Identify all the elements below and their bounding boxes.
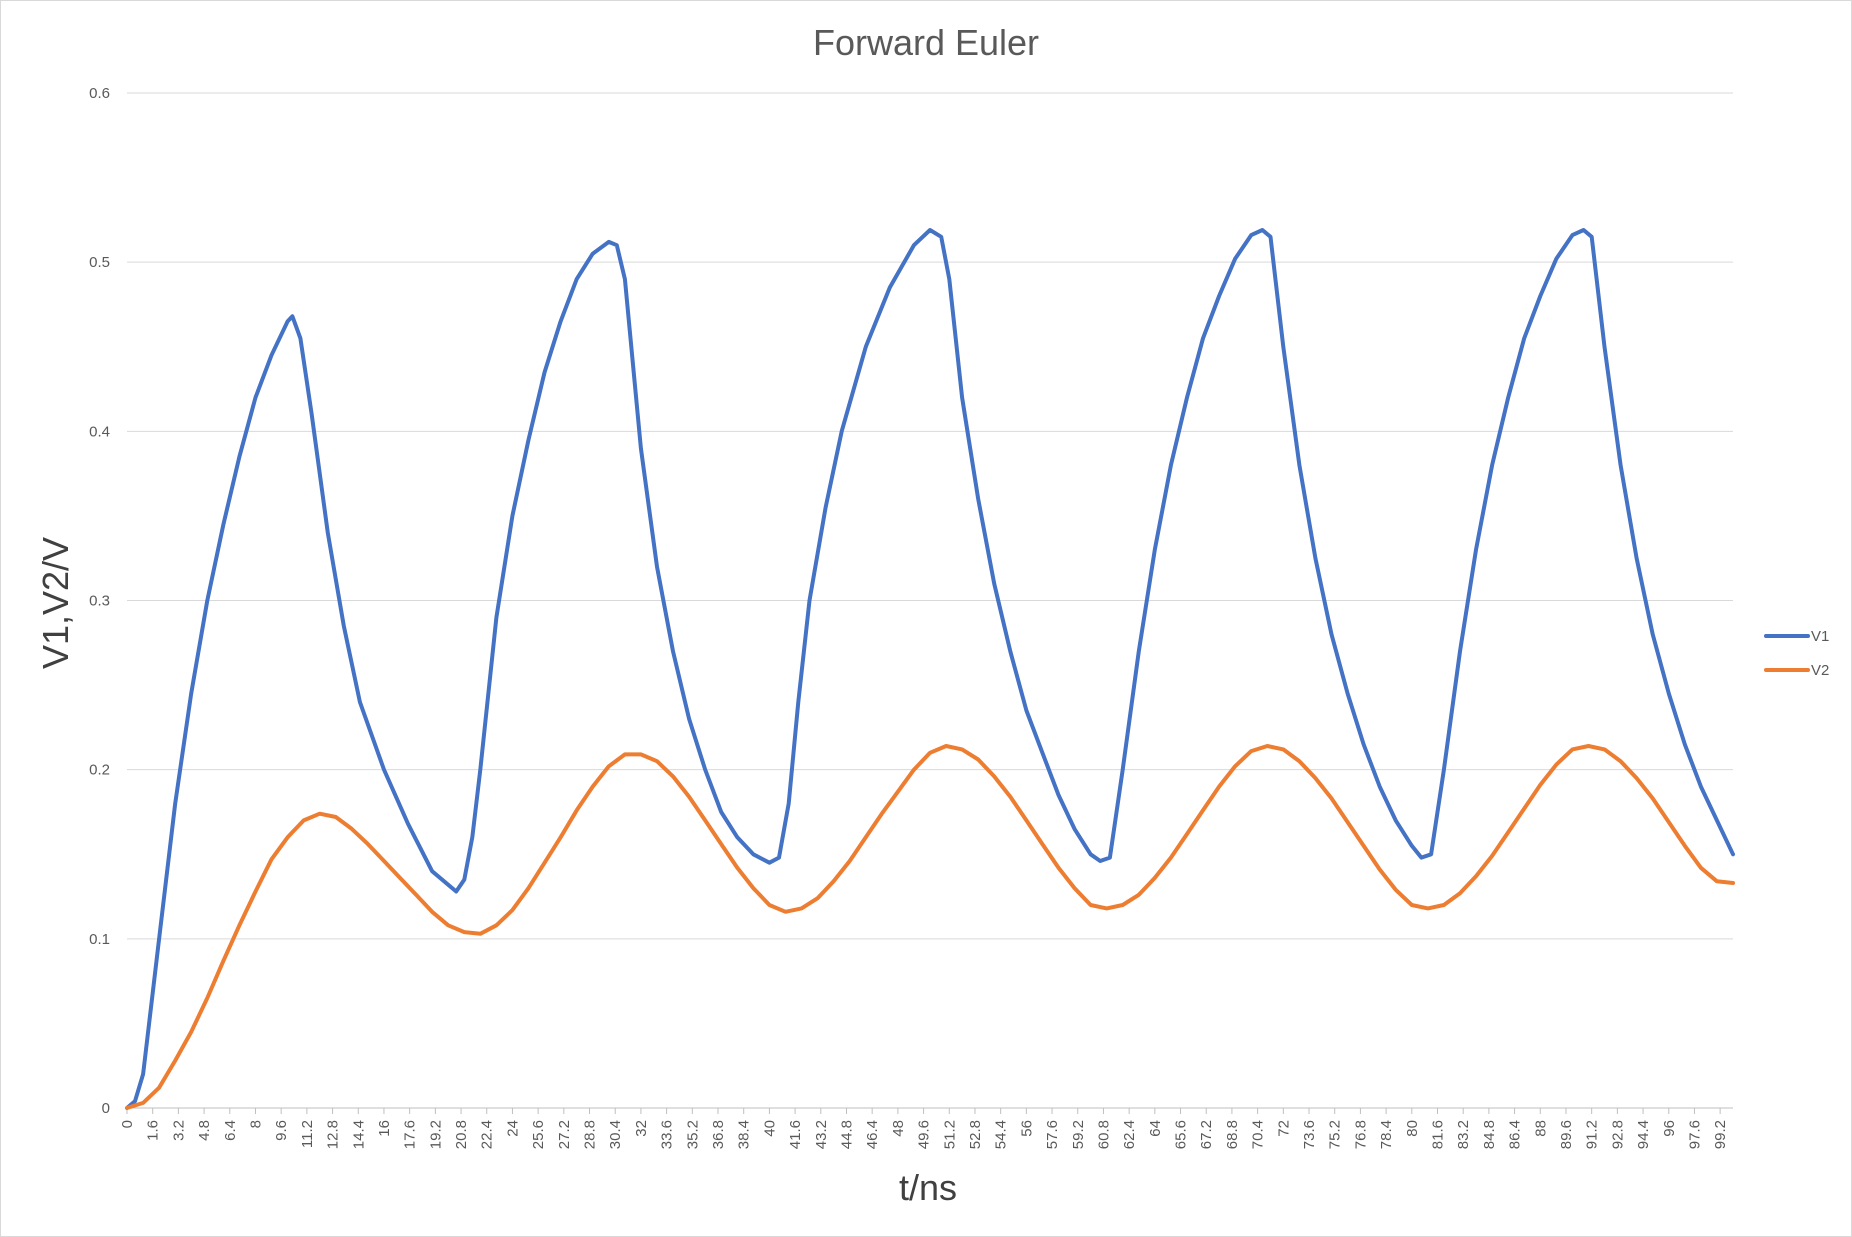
- x-tick-label: 38.4: [736, 1120, 753, 1149]
- x-tick-label: 35.2: [684, 1120, 701, 1149]
- x-tick-label: 92.8: [1609, 1120, 1626, 1149]
- chart-title: Forward Euler: [813, 22, 1039, 63]
- x-tick-label: 20.8: [453, 1120, 470, 1149]
- x-tick-label: 12.8: [325, 1120, 342, 1149]
- x-tick-label: 94.4: [1635, 1120, 1652, 1149]
- y-tick-label: 0.6: [89, 85, 110, 102]
- x-tick-label: 30.4: [607, 1120, 624, 1149]
- x-tick-label: 99.2: [1712, 1120, 1729, 1149]
- gridlines: [127, 92, 1733, 1109]
- y-tick-label: 0.5: [89, 254, 110, 271]
- x-tick-label: 11.2: [299, 1120, 316, 1148]
- x-tick-label: 75.2: [1327, 1120, 1344, 1149]
- x-tick-label: 24: [504, 1120, 521, 1137]
- x-tick-label: 8: [247, 1120, 264, 1128]
- legend-label-v2: V2: [1811, 662, 1829, 679]
- x-tick-label: 88: [1532, 1120, 1549, 1137]
- x-tick-label: 73.6: [1301, 1120, 1318, 1149]
- x-tick-label: 62.4: [1121, 1120, 1138, 1149]
- y-tick-label: 0.4: [89, 423, 110, 440]
- x-tick-label: 28.8: [582, 1120, 599, 1149]
- y-tick-labels: 0 0.1 0.2 0.3 0.4 0.5 0.6: [89, 85, 110, 1117]
- series-lines: [125, 228, 1735, 1110]
- x-tick-label: 72: [1275, 1120, 1292, 1137]
- x-tick-label: 81.6: [1429, 1120, 1446, 1149]
- x-tick-label: 91.2: [1584, 1120, 1601, 1149]
- x-tick-label: 49.6: [916, 1120, 933, 1149]
- x-tick-label: 64: [1147, 1120, 1164, 1137]
- x-tick-label: 96: [1661, 1120, 1678, 1137]
- series-line-v2: [125, 744, 1735, 1110]
- x-tick-label: 48: [890, 1120, 907, 1137]
- x-tick-label: 86.4: [1507, 1120, 1524, 1149]
- x-tick-label: 83.2: [1455, 1120, 1472, 1149]
- x-tick-label: 46.4: [864, 1120, 881, 1149]
- x-tick-label: 17.6: [402, 1120, 419, 1149]
- x-tick-label: 44.8: [838, 1120, 855, 1149]
- x-tick-label: 43.2: [813, 1120, 830, 1149]
- x-tick-label: 14.4: [350, 1120, 367, 1149]
- x-tick-label: 6.4: [222, 1120, 239, 1141]
- x-tick-label: 60.8: [1095, 1120, 1112, 1149]
- legend-label-v1: V1: [1811, 628, 1829, 645]
- x-tick-label: 70.4: [1250, 1120, 1267, 1149]
- x-tick-label: 59.2: [1070, 1120, 1087, 1149]
- x-tick-label: 1.6: [145, 1120, 162, 1141]
- x-tick-label: 22.4: [479, 1120, 496, 1149]
- x-tick-label: 78.4: [1378, 1120, 1395, 1149]
- x-tick-label: 52.8: [967, 1120, 984, 1149]
- legend[interactable]: V1 V2: [1764, 628, 1829, 679]
- x-tick-label: 32: [633, 1120, 650, 1137]
- x-tick-label: 9.6: [273, 1120, 290, 1141]
- x-tick-label: 80: [1404, 1120, 1421, 1137]
- x-tick-labels: 0 1.6 3.2 4.8 6.4 8 9.6 11.2 12.8 14.4 16 17.6 19.2 2…: [119, 1108, 1729, 1149]
- x-tick-label: 40: [761, 1120, 778, 1137]
- x-tick-label: 0: [119, 1120, 136, 1128]
- x-tick-label: 33.6: [659, 1120, 676, 1149]
- x-tick-label: 76.8: [1352, 1120, 1369, 1149]
- x-tick-label: 57.6: [1044, 1120, 1061, 1149]
- y-tick-label: 0: [102, 1100, 110, 1117]
- x-tick-label: 3.2: [170, 1120, 187, 1141]
- x-tick-label: 89.6: [1558, 1120, 1575, 1149]
- x-tick-label: 16: [376, 1120, 393, 1137]
- x-tick-label: 68.8: [1224, 1120, 1241, 1149]
- x-tick-label: 51.2: [941, 1120, 958, 1149]
- y-tick-label: 0.3: [89, 593, 110, 610]
- x-tick-label: 4.8: [196, 1120, 213, 1141]
- x-tick-label: 19.2: [427, 1120, 444, 1149]
- x-tick-label: 54.4: [993, 1120, 1010, 1149]
- series-line-v1: [125, 228, 1735, 1110]
- y-tick-label: 0.2: [89, 762, 110, 779]
- x-tick-label: 56: [1018, 1120, 1035, 1137]
- x-tick-label: 67.2: [1198, 1120, 1215, 1149]
- x-axis-title: t/ns: [899, 1167, 957, 1208]
- x-tick-label: 27.2: [556, 1120, 573, 1149]
- x-tick-label: 36.8: [710, 1120, 727, 1149]
- y-axis-title: V1,V2/V: [35, 537, 76, 669]
- x-tick-label: 41.6: [787, 1120, 804, 1149]
- x-tick-label: 65.6: [1173, 1120, 1190, 1149]
- x-tick-label: 25.6: [530, 1120, 547, 1149]
- y-tick-label: 0.1: [89, 931, 110, 948]
- x-tick-label: 97.6: [1686, 1120, 1703, 1149]
- x-tick-label: 84.8: [1481, 1120, 1498, 1149]
